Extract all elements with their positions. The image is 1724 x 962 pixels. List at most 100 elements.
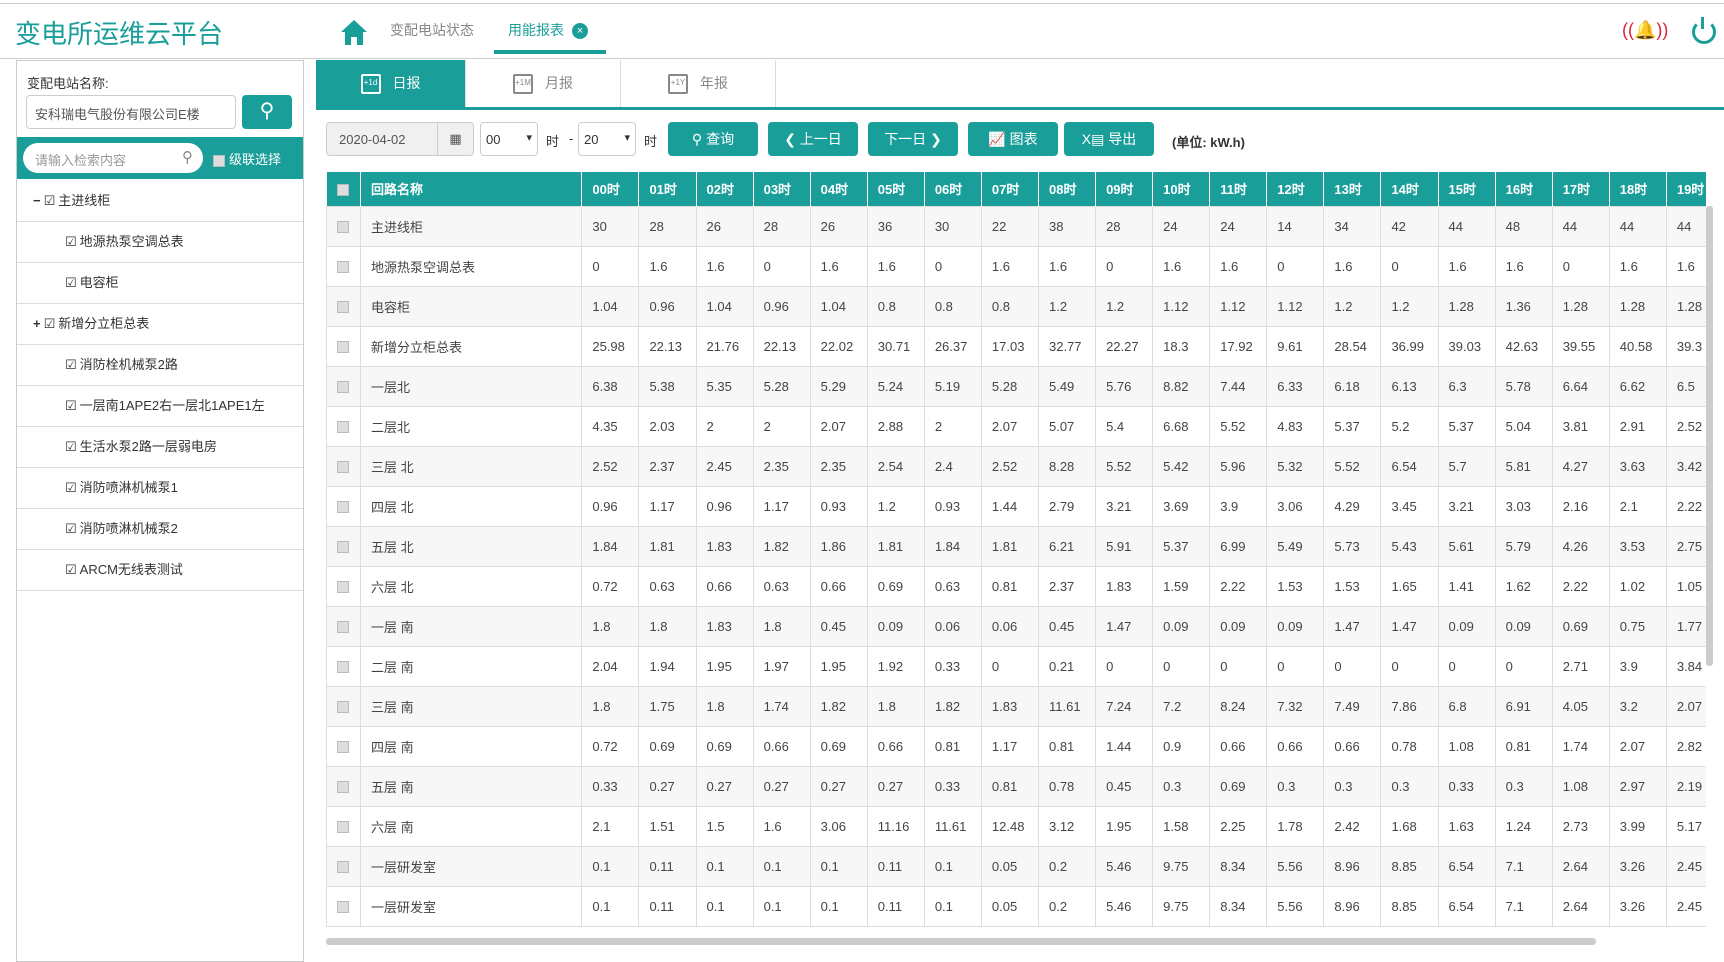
export-button[interactable]: X▤ 导出 (1064, 122, 1154, 156)
home-icon[interactable] (340, 18, 368, 46)
value-cell: 1.6 (752, 805, 811, 847)
row-checkbox[interactable] (337, 581, 349, 594)
row-checkbox[interactable] (337, 381, 349, 394)
row-checkbox[interactable] (337, 421, 349, 434)
tab-daily[interactable]: +1d 日报 (316, 60, 466, 107)
row-checkbox[interactable] (337, 261, 349, 274)
tree-item-label: 消防栓机械泵2路 (79, 357, 178, 372)
select-all-checkbox[interactable] (336, 183, 349, 196)
checked-icon[interactable]: ☑ (43, 316, 56, 331)
value-cell: 2.22 (1551, 565, 1610, 607)
tree-item[interactable]: ☑ 一层南1APE2右一层北1APE1左 (17, 386, 303, 427)
value-cell: 3.42 (1665, 445, 1706, 487)
value-cell: 0.93 (923, 485, 982, 527)
value-cell: 4.83 (1266, 405, 1325, 447)
value-cell: 1.47 (1380, 605, 1439, 647)
checked-icon[interactable]: ☑ (65, 439, 77, 454)
checked-icon[interactable]: ☑ (65, 398, 77, 413)
value-cell: 5.56 (1266, 845, 1325, 887)
value-cell: 6.18 (1323, 365, 1382, 407)
collapse-icon[interactable]: − (33, 193, 41, 208)
tree-item[interactable]: ☑ 消防喷淋机械泵2 (17, 509, 303, 550)
row-checkbox[interactable] (337, 661, 349, 674)
row-checkbox[interactable] (337, 781, 349, 794)
station-search-button[interactable]: ⚲ (242, 95, 292, 129)
row-checkbox[interactable] (337, 461, 349, 474)
row-checkbox[interactable] (337, 621, 349, 634)
value-cell: 2.64 (1551, 845, 1610, 887)
tree-item[interactable]: + ☑ 新增分立柜总表 (17, 304, 303, 345)
checked-icon[interactable]: ☑ (65, 275, 77, 290)
value-cell: 1.2 (1037, 285, 1097, 327)
horizontal-scrollbar[interactable] (326, 938, 1596, 945)
row-checkbox[interactable] (337, 701, 349, 714)
row-checkbox[interactable] (337, 501, 349, 514)
export-label: 导出 (1108, 131, 1137, 147)
checked-icon[interactable]: ☑ (65, 521, 77, 536)
row-checkbox[interactable] (337, 301, 349, 314)
query-button[interactable]: ⚲ 查询 (668, 122, 758, 156)
value-cell: 0.96 (695, 485, 754, 527)
station-input[interactable]: 安科瑞电气股份有限公司E楼 (26, 95, 236, 129)
value-cell: 3.45 (1380, 485, 1439, 527)
tree-item[interactable]: ☑ 生活水泵2路一层弱电房 (17, 427, 303, 468)
value-cell: 7.24 (1095, 685, 1154, 727)
tree-item[interactable]: ☑ 地源热泵空调总表 (17, 222, 303, 263)
hour-from-select[interactable]: 00 (480, 122, 538, 156)
row-checkbox[interactable] (337, 541, 349, 554)
row-checkbox[interactable] (337, 861, 349, 874)
checked-icon[interactable]: ☑ (65, 480, 77, 495)
checked-icon[interactable]: ☑ (65, 562, 77, 577)
tree-item[interactable]: ☑ 消防喷淋机械泵1 (17, 468, 303, 509)
value-cell: 22.02 (809, 325, 868, 367)
row-checkbox[interactable] (337, 221, 349, 234)
cascade-checkbox[interactable]: 级联选择 (213, 149, 281, 168)
value-cell: 5.56 (1266, 885, 1325, 927)
column-header-hour: 05时 (867, 172, 925, 206)
hour-to-select[interactable]: 20 (578, 122, 636, 156)
tree-item-label: 电容柜 (79, 275, 119, 290)
value-cell: 1.74 (752, 685, 811, 727)
checked-icon[interactable]: ☑ (65, 234, 77, 249)
calendar-day-icon: +1d (360, 74, 381, 95)
value-cell: 1.6 (1152, 245, 1211, 287)
power-icon[interactable] (1692, 17, 1716, 44)
tree-search-input[interactable]: 请输入检索内容 ⚲ (23, 143, 203, 173)
row-checkbox[interactable] (337, 341, 349, 354)
row-checkbox[interactable] (337, 901, 349, 914)
checked-icon[interactable]: ☑ (65, 357, 77, 372)
search-icon[interactable]: ⚲ (182, 149, 193, 166)
value-cell: 5.32 (1266, 445, 1325, 487)
calendar-icon[interactable]: ▦ (437, 123, 473, 155)
row-select-cell (326, 565, 362, 607)
table-row: 六层 北 0.72 0.63 0.66 0.63 0.66 0.69 0.63 0.81 2.37… (326, 565, 1706, 607)
circuit-tree: − ☑ 主进线柜 ☑ 地源热泵空调总表 ☑ 电容柜 + ☑ 新增分立柜总表 ☑ 消防栓机械泵2路 ☑ 一层… (17, 181, 303, 591)
tab-label: 年报 (700, 75, 728, 91)
checked-icon[interactable]: ☑ (43, 193, 56, 208)
tree-item[interactable]: ☑ 消防栓机械泵2路 (17, 345, 303, 386)
tree-item[interactable]: ☑ 电容柜 (17, 263, 303, 304)
alarm-bell-icon[interactable]: ((🔔)) (1622, 20, 1669, 40)
nav-tab-energy-report[interactable]: 用能报表 × (508, 20, 588, 40)
row-checkbox[interactable] (337, 741, 349, 754)
tree-item-label: 主进线柜 (58, 193, 111, 208)
value-cell: 0.2 (1037, 885, 1097, 927)
row-checkbox[interactable] (337, 821, 349, 834)
chart-button[interactable]: 📈 图表 (968, 122, 1058, 156)
vertical-scrollbar[interactable] (1706, 206, 1713, 666)
date-input[interactable]: 2020-04-02 ▦ (326, 122, 474, 156)
circuit-name-cell: 四层 北 (360, 485, 583, 527)
close-tab-icon[interactable]: × (572, 23, 588, 40)
prev-day-button[interactable]: ❮ 上一日 (768, 122, 858, 156)
value-cell: 0.66 (1323, 725, 1382, 767)
tree-item[interactable]: ☑ ARCM无线表测试 (17, 550, 303, 591)
value-cell: 1.68 (1380, 805, 1439, 847)
value-cell: 2.54 (866, 445, 925, 487)
nav-tab-station-status[interactable]: 变配电站状态 (390, 22, 474, 38)
tab-monthly[interactable]: +1M 月报 (466, 60, 621, 107)
tab-yearly[interactable]: +1Y 年报 (621, 60, 776, 107)
row-select-cell (326, 725, 362, 767)
expand-icon[interactable]: + (33, 316, 41, 331)
next-day-button[interactable]: 下一日 ❯ (868, 122, 958, 156)
tree-item[interactable]: − ☑ 主进线柜 (17, 181, 303, 222)
